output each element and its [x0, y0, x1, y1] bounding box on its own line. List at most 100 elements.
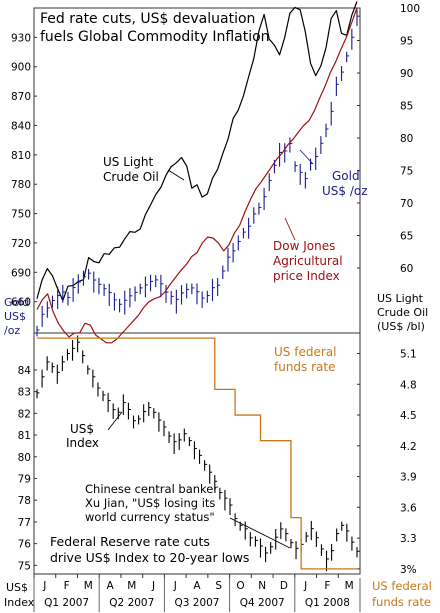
- hlc-bar: [143, 404, 147, 423]
- bottom-right-tick-label: 3.3: [400, 533, 417, 545]
- hlc-bar: [112, 403, 116, 419]
- hlc-bar: [254, 536, 258, 547]
- hlc-bar: [108, 283, 112, 306]
- hlc-bar: [211, 278, 215, 302]
- usd-annotation-line-2: Index: [66, 436, 99, 450]
- djag-annotation-line-1: Dow Jones: [273, 239, 335, 253]
- hlc-bar: [51, 362, 55, 373]
- fed-annotation-line-1: Federal Reserve rate cuts: [50, 534, 210, 549]
- hlc-bar: [132, 415, 137, 429]
- hlc-bar: [62, 284, 66, 303]
- x-month-label: F: [324, 580, 330, 592]
- hlc-bar: [331, 543, 335, 561]
- x-quarter-label: Q1 2007: [44, 597, 89, 609]
- hlc-bar: [206, 290, 210, 303]
- hlc-bar: [67, 291, 71, 306]
- hlc-bar: [229, 498, 233, 516]
- hlc-bar: [56, 364, 60, 384]
- top-left-tick-label: 690: [11, 267, 31, 279]
- x-month-label: A: [193, 580, 201, 592]
- hlc-bar: [242, 227, 246, 239]
- hlc-bar: [88, 268, 92, 280]
- top-left-tick-label: 840: [11, 120, 31, 132]
- hlc-bar: [294, 161, 298, 172]
- hlc-bar: [284, 143, 288, 163]
- bottom-right-tick-label: 4.8: [400, 379, 417, 391]
- plot-border: [33, 7, 361, 575]
- hlc-bar: [356, 9, 360, 27]
- djag-annotation-line-3: price Index: [273, 269, 340, 283]
- hlc-bar: [315, 147, 319, 170]
- hlc-bar: [66, 348, 70, 361]
- axis-tick-labels: 660 690 720 750 780 810 840 870 900 930 60 65 70 75 80…: [11, 3, 420, 609]
- x-quarter-label: Q2 2007: [109, 597, 154, 609]
- top-left-axis-label-line-3: /oz: [4, 324, 20, 337]
- top-left-axis-label-line-2: US$: [4, 310, 26, 323]
- x-month-label: S: [215, 580, 222, 592]
- ffr-annotation-line-1: US federal: [274, 345, 336, 359]
- bottom-right-tick-label: 4.2: [400, 441, 417, 453]
- hlc-bar: [119, 298, 123, 313]
- bottom-left-tick-label: 77: [18, 517, 31, 529]
- hlc-bar: [149, 274, 154, 292]
- hlc-bar: [198, 449, 203, 464]
- hlc-bar: [214, 475, 218, 491]
- top-right-tick-label: 65: [400, 231, 413, 243]
- hlc-bar: [87, 365, 91, 375]
- chinese-annotation-line-1: Chinese central banker: [85, 482, 218, 496]
- hlc-bar: [304, 172, 308, 189]
- hlc-bar: [41, 369, 45, 388]
- x-month-label: M: [127, 580, 136, 592]
- hlc-bar: [227, 247, 231, 272]
- bottom-right-tick-label: 5.1: [400, 349, 417, 361]
- hlc-bar: [351, 28, 355, 50]
- hlc-bar: [158, 412, 162, 432]
- hlc-bar: [102, 390, 106, 402]
- hlc-bar: [129, 288, 133, 308]
- oil-annotation-line-2: Crude Oil: [103, 170, 159, 184]
- top-right-tick-label: 60: [400, 263, 413, 275]
- top-right-tick-label: 90: [400, 68, 413, 80]
- hlc-bar: [36, 389, 40, 399]
- x-quarter-label: Q3 2007: [174, 597, 219, 609]
- bottom-right-tick-label: 4.5: [400, 410, 417, 422]
- hlc-bar: [168, 431, 172, 444]
- hlc-bar: [248, 217, 252, 239]
- djag-annotation-line-2: Agricultural: [273, 254, 343, 268]
- x-quarter-label: Q1 2008: [305, 597, 350, 609]
- hlc-bar: [113, 292, 117, 311]
- hlc-bar: [72, 340, 76, 361]
- bottom-left-tick-label: 75: [18, 560, 31, 572]
- top-right-tick-label: 80: [400, 133, 413, 145]
- hlc-bar: [237, 235, 241, 251]
- hlc-bar: [144, 276, 148, 298]
- hlc-bar: [290, 539, 294, 549]
- hlc-bar: [98, 277, 102, 295]
- top-right-tick-label: 75: [400, 166, 413, 178]
- hlc-bar: [258, 202, 262, 215]
- chart-title-line-1: Fed rate cuts, US$ devaluation: [40, 11, 255, 27]
- bottom-left-tick-label: 80: [18, 452, 31, 464]
- hlc-bar: [57, 286, 61, 309]
- top-right-axis-label-line-1: US Light: [377, 292, 424, 305]
- hlc-bar: [183, 428, 187, 442]
- x-month-label: F: [64, 580, 70, 592]
- hlc-bar: [335, 76, 339, 97]
- bottom-left-tick-label: 81: [18, 430, 31, 442]
- hlc-bar: [275, 529, 279, 550]
- series-line-us-light-crude-oil: [36, 1, 358, 302]
- series-bars-us-index: [36, 335, 360, 572]
- top-right-axis-label-line-2: Crude Oil: [377, 306, 428, 319]
- hlc-bar: [320, 544, 324, 556]
- hlc-bar: [191, 283, 195, 295]
- hlc-bar: [209, 464, 213, 484]
- x-month-label: O: [236, 580, 244, 592]
- top-left-axis-label-line-1: Gold: [4, 296, 29, 309]
- bottom-left-tick-label: 82: [18, 408, 31, 420]
- top-left-tick-label: 750: [11, 209, 31, 221]
- fed-annotation-line-2: drive US$ Index to 20-year lows: [50, 550, 249, 565]
- hlc-bar: [122, 394, 126, 415]
- hlc-bar: [93, 271, 97, 293]
- hlc-bar: [46, 301, 50, 318]
